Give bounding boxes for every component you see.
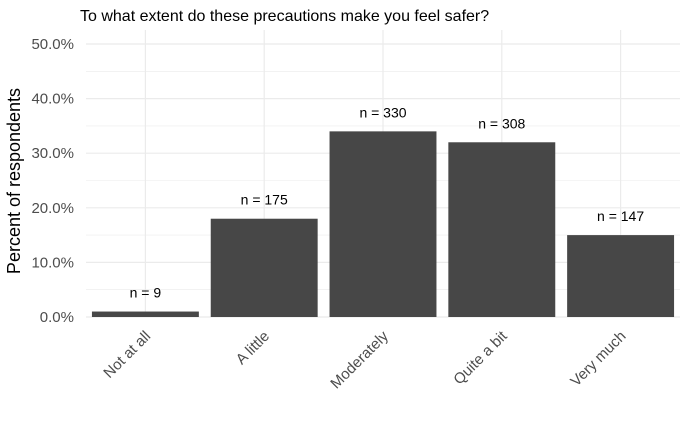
bar-quite-a-bit (448, 142, 556, 317)
chart-title: To what extent do these precautions make… (80, 8, 489, 25)
y-tick-label: 10.0% (31, 254, 74, 271)
y-axis-label: Percent of respondents (4, 88, 24, 274)
bar-not-at-all (91, 311, 199, 317)
bar-data-label: n = 147 (597, 208, 644, 224)
x-tick-label: Quite a bit (450, 327, 511, 388)
x-tick-label: Very much (567, 328, 629, 390)
bar-very-much (567, 235, 675, 317)
bar-data-label: n = 330 (359, 104, 406, 120)
x-tick-label: A little (233, 328, 273, 368)
x-tick-label: Moderately (327, 327, 392, 392)
y-tick-label: 40.0% (31, 91, 74, 108)
bar-data-label: n = 308 (478, 115, 525, 131)
y-tick-label: 0.0% (40, 309, 74, 326)
bar-a-little (210, 218, 318, 317)
x-tick-label: Not at all (100, 328, 154, 382)
bar-data-label: n = 9 (130, 285, 162, 301)
y-tick-label: 50.0% (31, 36, 74, 53)
bar-moderately (329, 131, 437, 317)
y-tick-label: 30.0% (31, 145, 74, 162)
y-tick-label: 20.0% (31, 200, 74, 217)
bar-data-label: n = 175 (241, 192, 288, 208)
